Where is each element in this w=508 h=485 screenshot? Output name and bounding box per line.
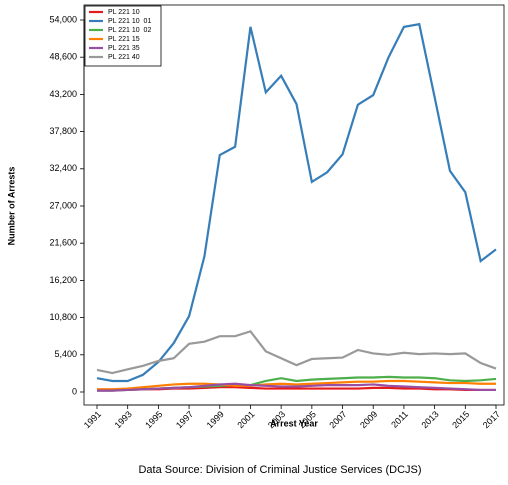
legend-label: PL 221 10 01: [108, 18, 151, 25]
y-tick-label: 21,600: [49, 238, 77, 248]
x-tick-label: 2001: [235, 409, 256, 430]
x-tick-label: 1995: [143, 409, 164, 430]
series-line: [96, 22, 497, 383]
x-tick-label: 2015: [450, 409, 471, 430]
x-tick-label: 2009: [358, 409, 379, 430]
y-tick-label: 27,000: [49, 200, 77, 210]
y-tick-label: 16,200: [49, 275, 77, 285]
legend-label: PL 221 10: [108, 9, 140, 16]
series-line: [96, 330, 497, 375]
x-tick-label: 1993: [113, 409, 134, 430]
series-line: [97, 382, 496, 392]
legend-label: PL 221 40: [108, 54, 140, 61]
legend-label: PL 221 15: [108, 36, 140, 43]
series-line: [97, 379, 496, 391]
y-tick-label: 43,200: [49, 89, 77, 99]
y-tick-label: 54,000: [49, 14, 77, 24]
legend-label: PL 221 10 02: [108, 27, 151, 34]
y-tick-label: 32,400: [49, 163, 77, 173]
x-tick-label: 1991: [82, 409, 103, 430]
y-tick-label: 0: [72, 386, 77, 396]
y-tick-label: 37,800: [49, 126, 77, 136]
x-tick-label: 1997: [174, 409, 195, 430]
y-tick-label: 48,600: [49, 52, 77, 62]
x-tick-label: 2011: [389, 409, 410, 430]
legend-label: PL 221 35: [108, 45, 140, 52]
x-tick-label: 2007: [327, 409, 348, 430]
x-tick-label: 1999: [205, 409, 226, 430]
y-axis-label: Number of Arrests: [6, 167, 16, 246]
x-tick-label: 2013: [419, 409, 440, 430]
y-tick-label: 10,800: [49, 312, 77, 322]
caption: Data Source: Division of Criminal Justic…: [138, 464, 421, 476]
x-tick-label: 2017: [481, 409, 502, 430]
x-axis-label: Arrest Year: [270, 418, 318, 428]
y-tick-label: 5,400: [54, 349, 77, 359]
